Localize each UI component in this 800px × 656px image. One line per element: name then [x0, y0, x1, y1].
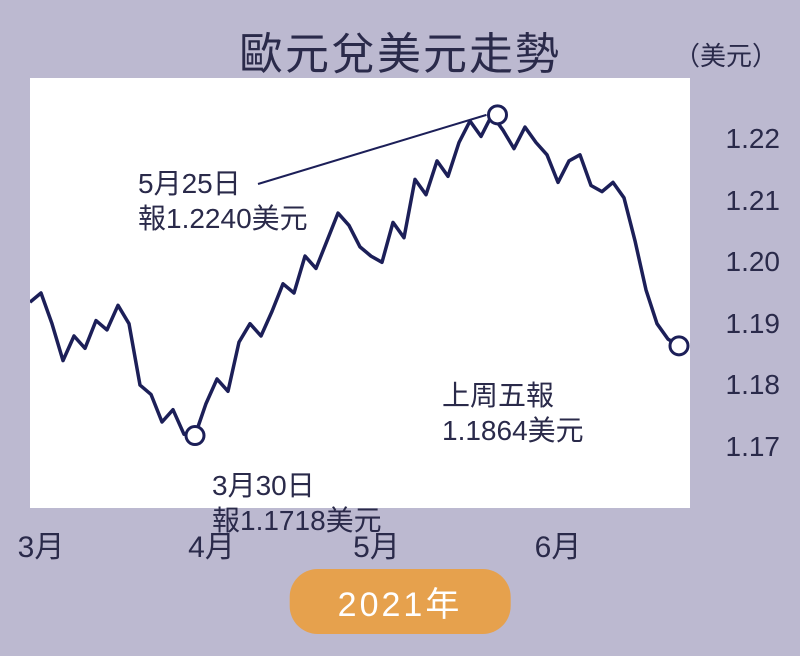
chart-container: 歐元兌美元走勢 （美元） 5月25日 報1.2240美元 3月30日 報1.17…	[0, 0, 800, 656]
x-tick-label: 6月	[535, 522, 582, 566]
y-tick-label: 1.21	[726, 185, 781, 217]
y-tick-label: 1.20	[726, 246, 781, 278]
chart-title: 歐元兌美元走勢	[239, 18, 561, 82]
annotation-line1: 3月30日	[212, 468, 382, 503]
annotation-line2: 1.1864美元	[442, 413, 584, 448]
line-chart-svg	[30, 78, 690, 508]
annotation-marker	[489, 106, 507, 124]
year-badge: 2021年	[290, 569, 511, 634]
annotation-marker	[186, 427, 204, 445]
x-tick-label: 5月	[353, 522, 400, 566]
annotation-line1: 上周五報	[442, 378, 584, 413]
y-tick-label: 1.22	[726, 123, 781, 155]
y-tick-label: 1.17	[726, 431, 781, 463]
unit-label: （美元）	[674, 36, 778, 73]
annotation-peak: 5月25日 報1.2240美元	[138, 166, 308, 236]
y-tick-label: 1.18	[726, 369, 781, 401]
y-tick-label: 1.19	[726, 308, 781, 340]
plot-area: 5月25日 報1.2240美元 3月30日 報1.1718美元 上周五報 1.1…	[30, 78, 690, 508]
annotation-line2: 報1.2240美元	[138, 201, 308, 236]
annotation-marker	[670, 337, 688, 355]
x-tick-label: 3月	[18, 522, 65, 566]
annotation-last: 上周五報 1.1864美元	[442, 378, 584, 448]
x-tick-label: 4月	[188, 522, 235, 566]
annotation-line1: 5月25日	[138, 166, 308, 201]
